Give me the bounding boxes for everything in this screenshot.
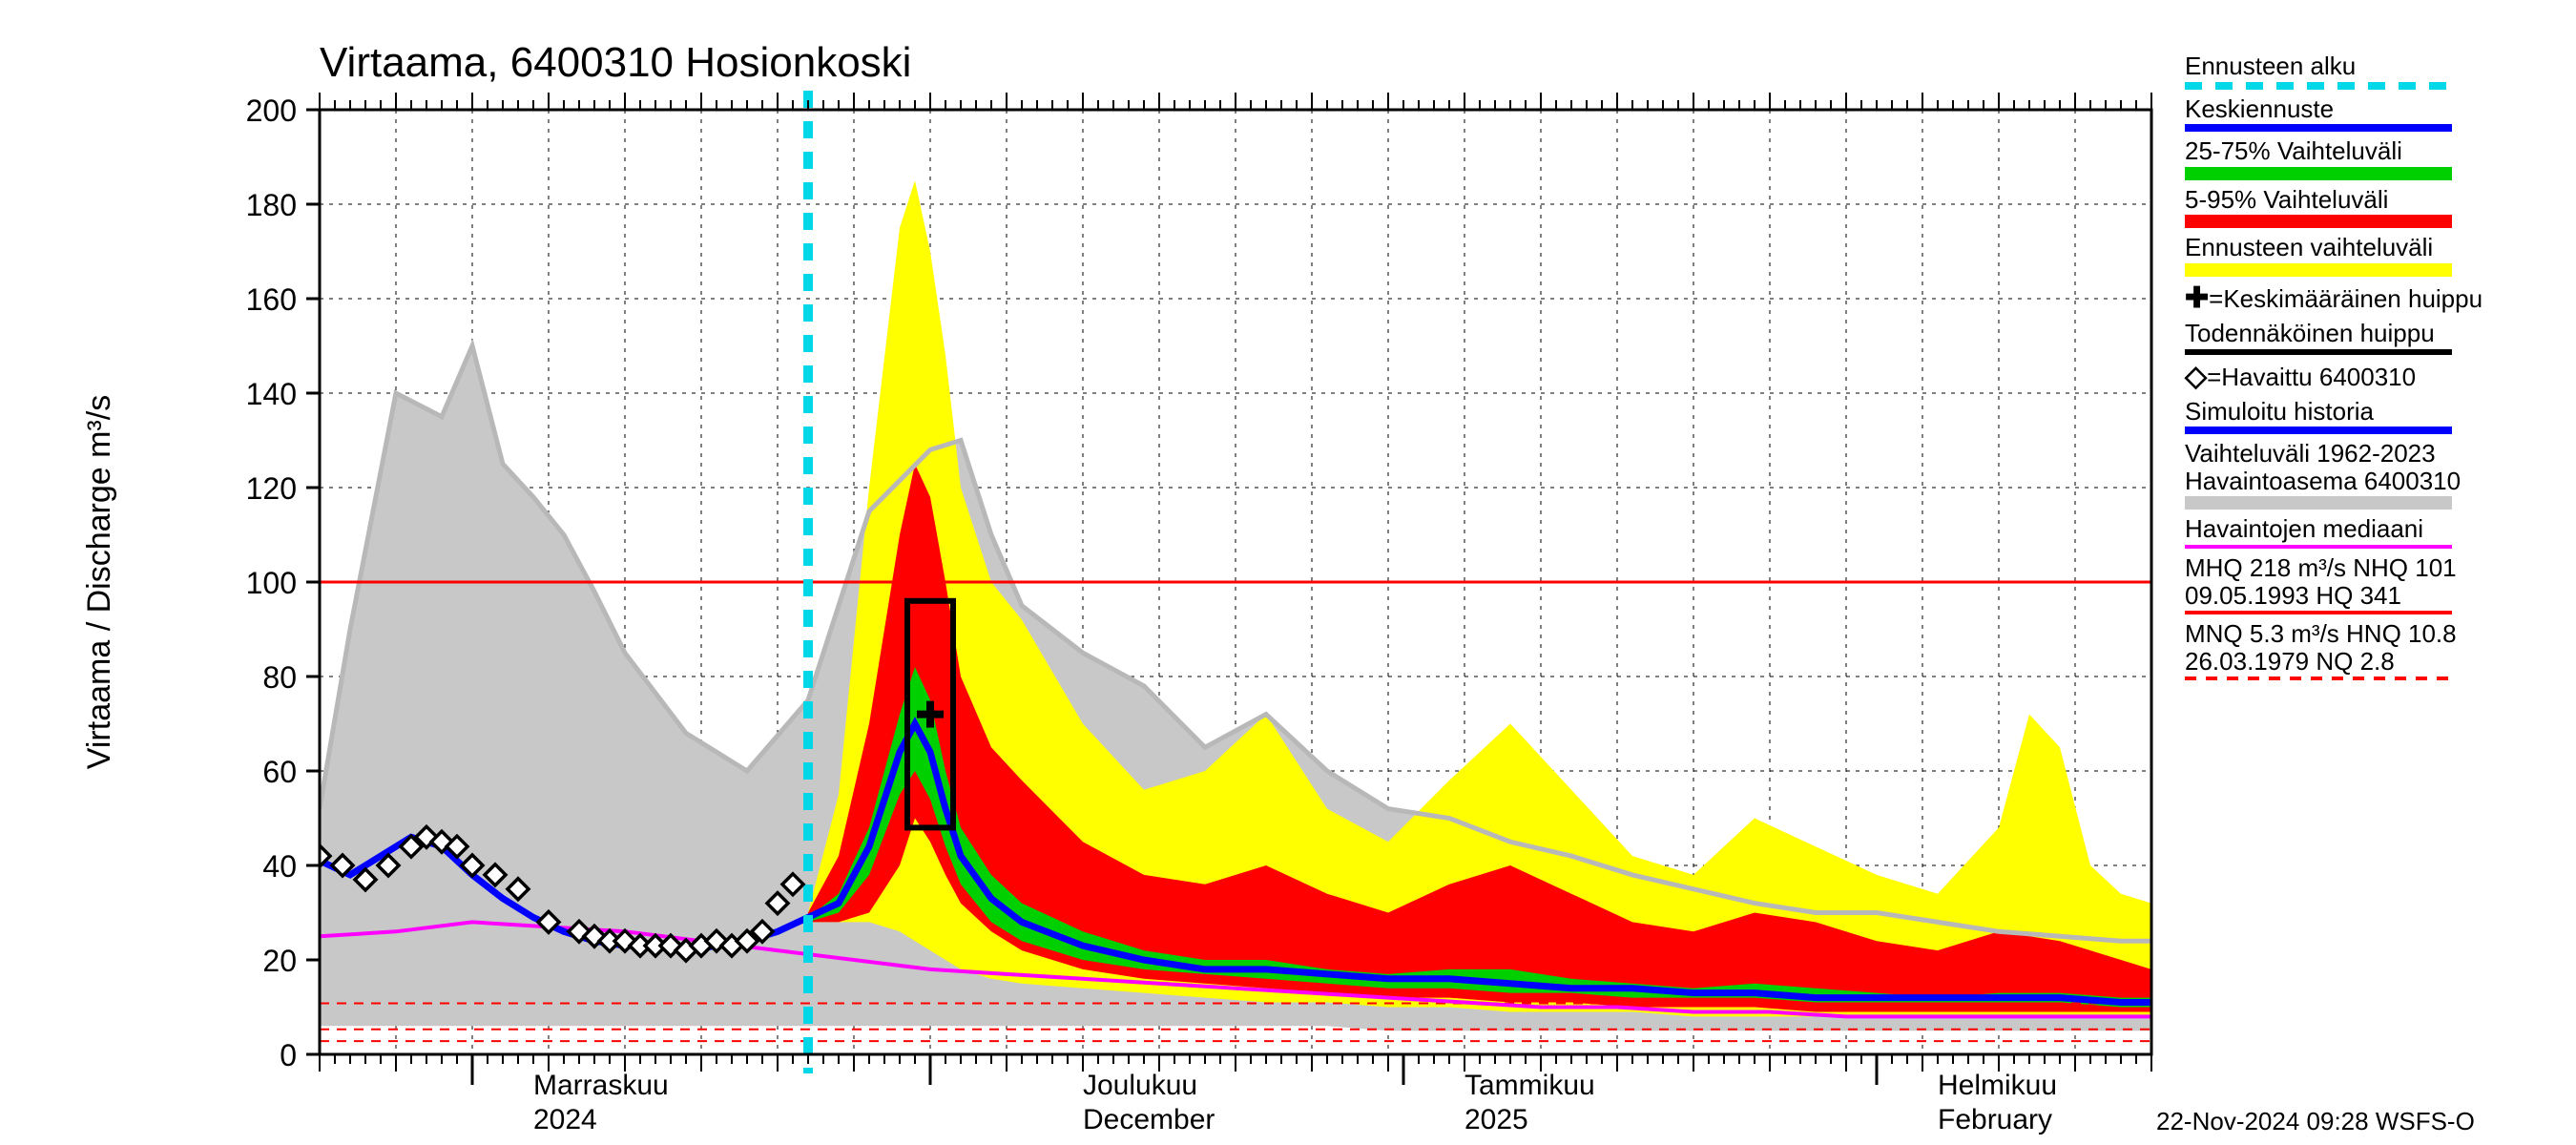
chart-title: Virtaama, 6400310 Hosionkoski xyxy=(320,39,911,86)
legend-swatch xyxy=(2185,263,2452,277)
legend-swatch xyxy=(2185,349,2452,355)
svg-text:Helmikuu: Helmikuu xyxy=(1938,1070,2057,1101)
legend-entry: 5-95% Vaihteluväli xyxy=(2185,186,2566,229)
legend-entry: ✚=Keskimääräinen huippu xyxy=(2185,282,2566,314)
legend-entry: MHQ 218 m³/s NHQ 10109.05.1993 HQ 341 xyxy=(2185,554,2566,614)
y-axis-label: Virtaama / Discharge m³/s xyxy=(81,395,117,769)
legend-swatch xyxy=(2185,427,2452,434)
legend-entry: ◇=Havaittu 6400310 xyxy=(2185,361,2566,392)
legend-swatch xyxy=(2185,124,2452,132)
svg-text:20: 20 xyxy=(262,944,297,978)
diamond-icon: ◇ xyxy=(2185,361,2207,392)
svg-text:80: 80 xyxy=(262,660,297,695)
legend-swatch xyxy=(2185,167,2452,180)
legend-entry: Ennusteen vaihteluväli xyxy=(2185,234,2566,277)
footer-timestamp: 22-Nov-2024 09:28 WSFS-O xyxy=(2156,1107,2475,1136)
legend-entry: Todennäköinen huippu xyxy=(2185,320,2566,355)
svg-text:160: 160 xyxy=(246,282,297,317)
legend-swatch xyxy=(2185,215,2452,228)
svg-text:140: 140 xyxy=(246,377,297,411)
svg-text:February: February xyxy=(1938,1104,2052,1135)
legend-entry: Ennusteen alku xyxy=(2185,52,2566,90)
svg-text:60: 60 xyxy=(262,755,297,789)
legend-entry: Havaintojen mediaani xyxy=(2185,515,2566,549)
cross-icon: ✚ xyxy=(2185,282,2209,314)
legend-swatch xyxy=(2185,545,2452,549)
legend-swatch xyxy=(2185,82,2452,90)
legend: Ennusteen alku Keskiennuste 25-75% Vaihtel… xyxy=(2185,52,2566,686)
svg-text:120: 120 xyxy=(246,471,297,506)
legend-entry: 25-75% Vaihteluväli xyxy=(2185,137,2566,180)
legend-entry: Vaihteluväli 1962-2023 Havaintoasema 640… xyxy=(2185,440,2566,510)
svg-text:100: 100 xyxy=(246,566,297,600)
legend-entry: Keskiennuste xyxy=(2185,95,2566,133)
svg-text:2024: 2024 xyxy=(533,1104,597,1135)
svg-text:December: December xyxy=(1083,1104,1215,1135)
legend-entry: Simuloitu historia xyxy=(2185,398,2566,435)
svg-text:40: 40 xyxy=(262,849,297,884)
svg-text:180: 180 xyxy=(246,188,297,222)
svg-text:Joulukuu: Joulukuu xyxy=(1083,1070,1197,1101)
svg-text:Tammikuu: Tammikuu xyxy=(1465,1070,1595,1101)
svg-text:Marraskuu: Marraskuu xyxy=(533,1070,669,1101)
svg-text:2025: 2025 xyxy=(1465,1104,1528,1135)
svg-text:0: 0 xyxy=(280,1038,297,1072)
legend-swatch xyxy=(2185,496,2452,510)
legend-entry: MNQ 5.3 m³/s HNQ 10.826.03.1979 NQ 2.8 xyxy=(2185,620,2566,680)
svg-text:200: 200 xyxy=(246,94,297,128)
chart-container: { "title": "Virtaama, 6400310 Hosionkosk… xyxy=(0,0,2576,1145)
